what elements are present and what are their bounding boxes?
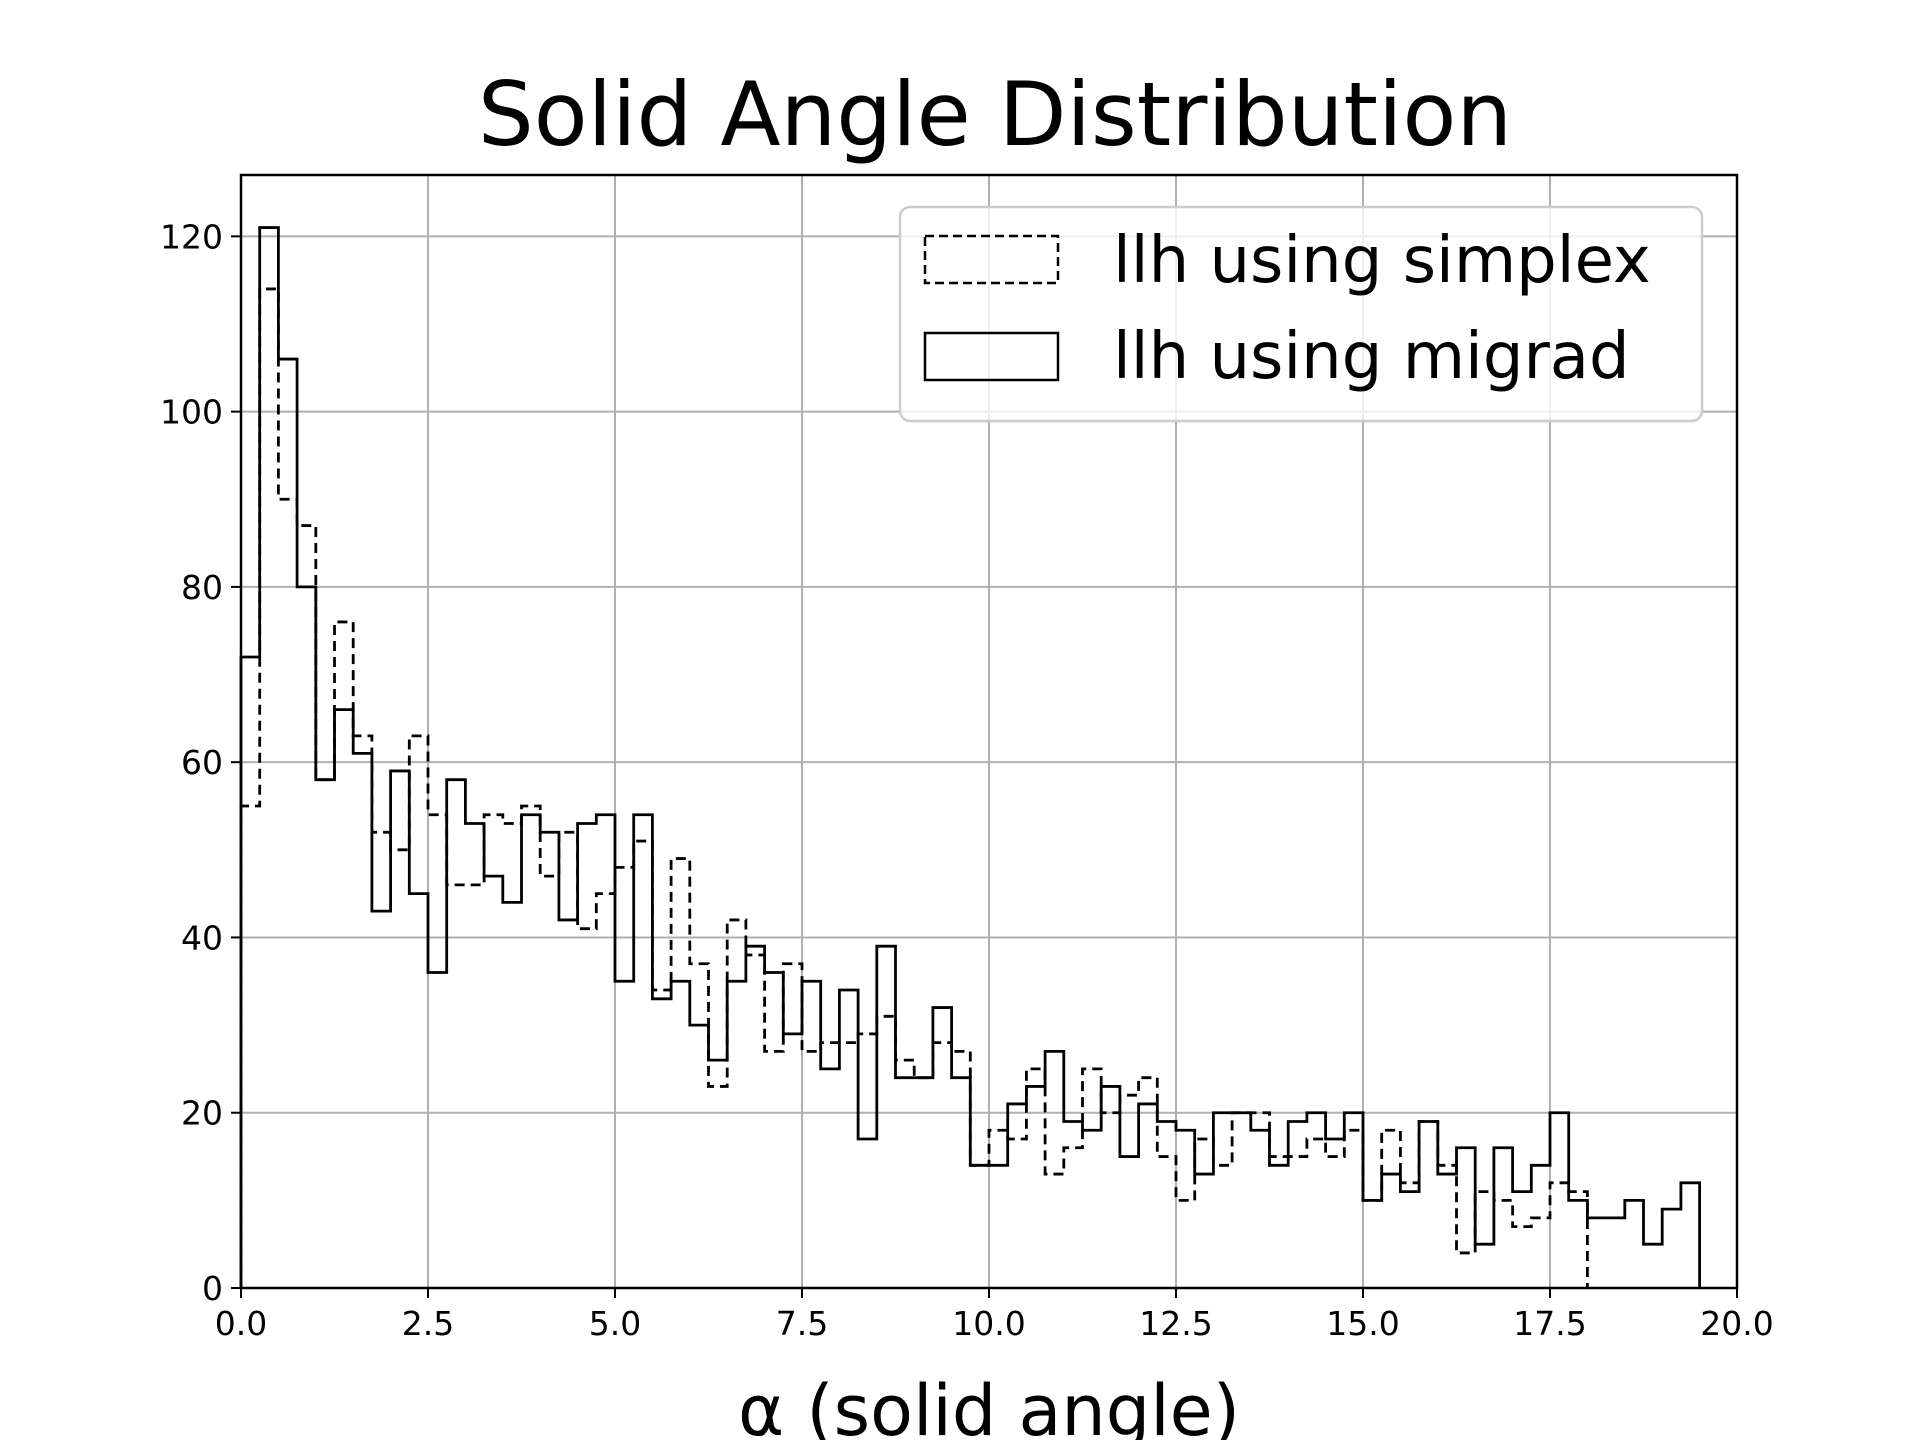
series-migrad-step-line bbox=[239, 226, 1701, 1288]
y-tick-label: 40 bbox=[181, 918, 223, 957]
legend-swatch-migrad bbox=[923, 331, 1060, 382]
x-tick-label: 15.0 bbox=[1326, 1304, 1399, 1343]
x-tick-label: 0.0 bbox=[215, 1304, 267, 1343]
x-tick-label: 10.0 bbox=[952, 1304, 1025, 1343]
chart-title: Solid Angle Distribution bbox=[478, 63, 1512, 166]
x-axis-ticks: 0.0 2.5 5.0 7.5 10.0 12.5 15.0 17.5 20.0 bbox=[215, 1288, 1774, 1343]
legend-box bbox=[898, 205, 1704, 423]
y-tick-label: 120 bbox=[160, 217, 223, 256]
x-tick-label: 2.5 bbox=[402, 1304, 454, 1343]
y-tick-label: 80 bbox=[181, 568, 223, 607]
x-axis-label: α (solid angle) bbox=[738, 1370, 1240, 1440]
legend-label-migrad: llh using migrad bbox=[1113, 320, 1630, 394]
y-axis-ticks: 0 20 40 60 80 100 120 bbox=[160, 217, 241, 1308]
y-tick-label: 60 bbox=[181, 743, 223, 782]
legend: llh using simplex llh using migrad bbox=[898, 205, 1704, 423]
x-tick-label: 12.5 bbox=[1139, 1304, 1212, 1343]
x-tick-label: 20.0 bbox=[1700, 1304, 1773, 1343]
y-tick-label: 0 bbox=[202, 1269, 223, 1308]
y-tick-label: 20 bbox=[181, 1094, 223, 1133]
legend-swatch-simplex bbox=[923, 234, 1060, 285]
x-tick-label: 17.5 bbox=[1513, 1304, 1586, 1343]
x-tick-label: 5.0 bbox=[589, 1304, 641, 1343]
y-tick-label: 100 bbox=[160, 393, 223, 432]
legend-label-simplex: llh using simplex bbox=[1113, 224, 1651, 298]
series-simplex-step-line bbox=[239, 287, 1589, 1288]
x-tick-label: 7.5 bbox=[776, 1304, 828, 1343]
histogram-series bbox=[239, 226, 1701, 1288]
